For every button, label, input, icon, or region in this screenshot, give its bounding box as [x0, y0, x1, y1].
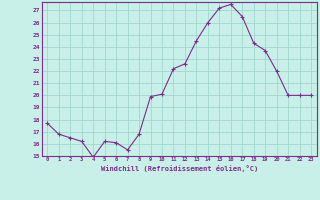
X-axis label: Windchill (Refroidissement éolien,°C): Windchill (Refroidissement éolien,°C) [100, 165, 258, 172]
